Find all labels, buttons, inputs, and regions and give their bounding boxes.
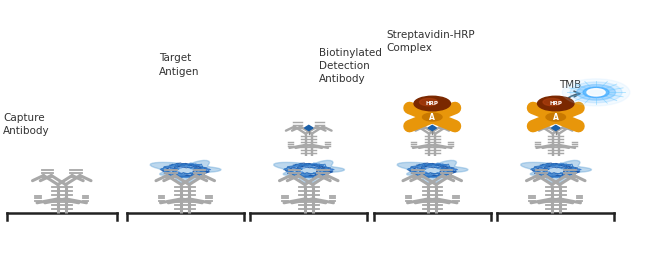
Polygon shape [150,160,221,183]
Circle shape [587,89,605,96]
Circle shape [422,113,442,121]
Text: Biotinylated
Detection
Antibody: Biotinylated Detection Antibody [318,48,382,84]
Circle shape [419,99,437,106]
Polygon shape [304,125,313,131]
Text: HRP: HRP [426,101,439,106]
Polygon shape [397,160,468,183]
Circle shape [546,113,566,121]
Text: TMB: TMB [559,80,581,89]
Polygon shape [551,125,560,131]
Text: Target
Antigen: Target Antigen [159,53,200,77]
Text: Capture
Antibody: Capture Antibody [3,113,50,136]
Circle shape [583,87,609,98]
Polygon shape [521,160,592,183]
Circle shape [414,96,450,111]
Text: Streptavidin-HRP
Complex: Streptavidin-HRP Complex [387,30,475,53]
Polygon shape [428,125,437,131]
Circle shape [570,82,622,103]
Text: A: A [552,113,559,122]
Polygon shape [274,160,344,183]
Circle shape [543,99,561,106]
Circle shape [538,96,574,111]
Text: A: A [429,113,436,122]
Circle shape [577,84,616,100]
Circle shape [562,79,630,106]
Text: HRP: HRP [549,101,562,106]
